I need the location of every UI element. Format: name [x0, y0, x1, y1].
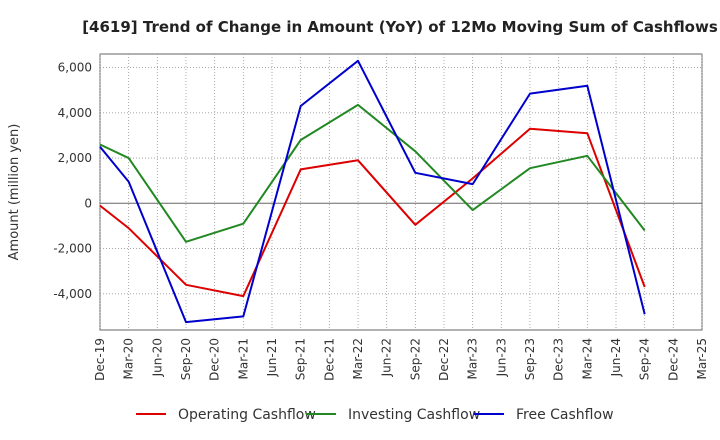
x-tick-label: Jun-23 [494, 338, 508, 377]
y-tick-label: -2,000 [53, 242, 92, 256]
x-tick-label: Mar-24 [580, 338, 594, 379]
chart-title: [4619] Trend of Change in Amount (YoY) o… [82, 18, 718, 36]
x-tick-label: Dec-19 [93, 338, 107, 381]
x-tick-label: Dec-21 [322, 338, 336, 381]
series-line-operating-cashflow [99, 127, 646, 298]
legend: Operating Cashflow Investing Cashflow Free… [136, 407, 614, 423]
x-tick-label: Jun-21 [265, 338, 279, 377]
plot-area [99, 53, 703, 331]
x-tick-label: Sep-20 [179, 338, 193, 380]
x-tick-label: Mar-20 [122, 338, 136, 379]
y-tick-label: 2,000 [58, 151, 92, 165]
x-tick-label: Dec-24 [666, 338, 680, 381]
legend-label: Free Cashflow [516, 407, 614, 423]
y-tick-label: 6,000 [58, 61, 92, 75]
y-axis-ticks: 6,000 4,000 2,000 0 -2,000 -4,000 [53, 61, 92, 301]
x-tick-label: Jun-20 [150, 338, 164, 377]
x-axis-ticks: Dec-19 Mar-20 Jun-20 Sep-20 Dec-20 Mar-21 Jun-… [93, 338, 709, 381]
series-line-investing-cashflow [99, 103, 646, 243]
x-tick-label: Jun-24 [609, 338, 623, 377]
x-tick-label: Jun-22 [380, 338, 394, 377]
x-tick-label: Sep-22 [408, 338, 422, 380]
x-tick-label: Dec-22 [437, 338, 451, 381]
x-tick-label: Sep-24 [638, 338, 652, 380]
legend-label: Investing Cashflow [348, 407, 480, 423]
x-tick-label: Sep-23 [523, 338, 537, 380]
x-tick-label: Dec-20 [208, 338, 222, 381]
series-line-free-cashflow [99, 59, 646, 324]
x-tick-label: Sep-21 [294, 338, 308, 380]
y-tick-label: -4,000 [53, 287, 92, 301]
x-tick-label: Mar-21 [236, 338, 250, 379]
x-tick-label: Dec-23 [552, 338, 566, 381]
series-lines [99, 59, 646, 324]
y-axis-label: Amount (million yen) [7, 124, 22, 261]
x-tick-label: Mar-25 [695, 338, 709, 379]
x-tick-label: Mar-22 [351, 338, 365, 379]
y-tick-label: 0 [84, 196, 92, 210]
y-tick-label: 4,000 [58, 106, 92, 120]
x-tick-label: Mar-23 [466, 338, 480, 379]
legend-label: Operating Cashflow [178, 407, 316, 423]
